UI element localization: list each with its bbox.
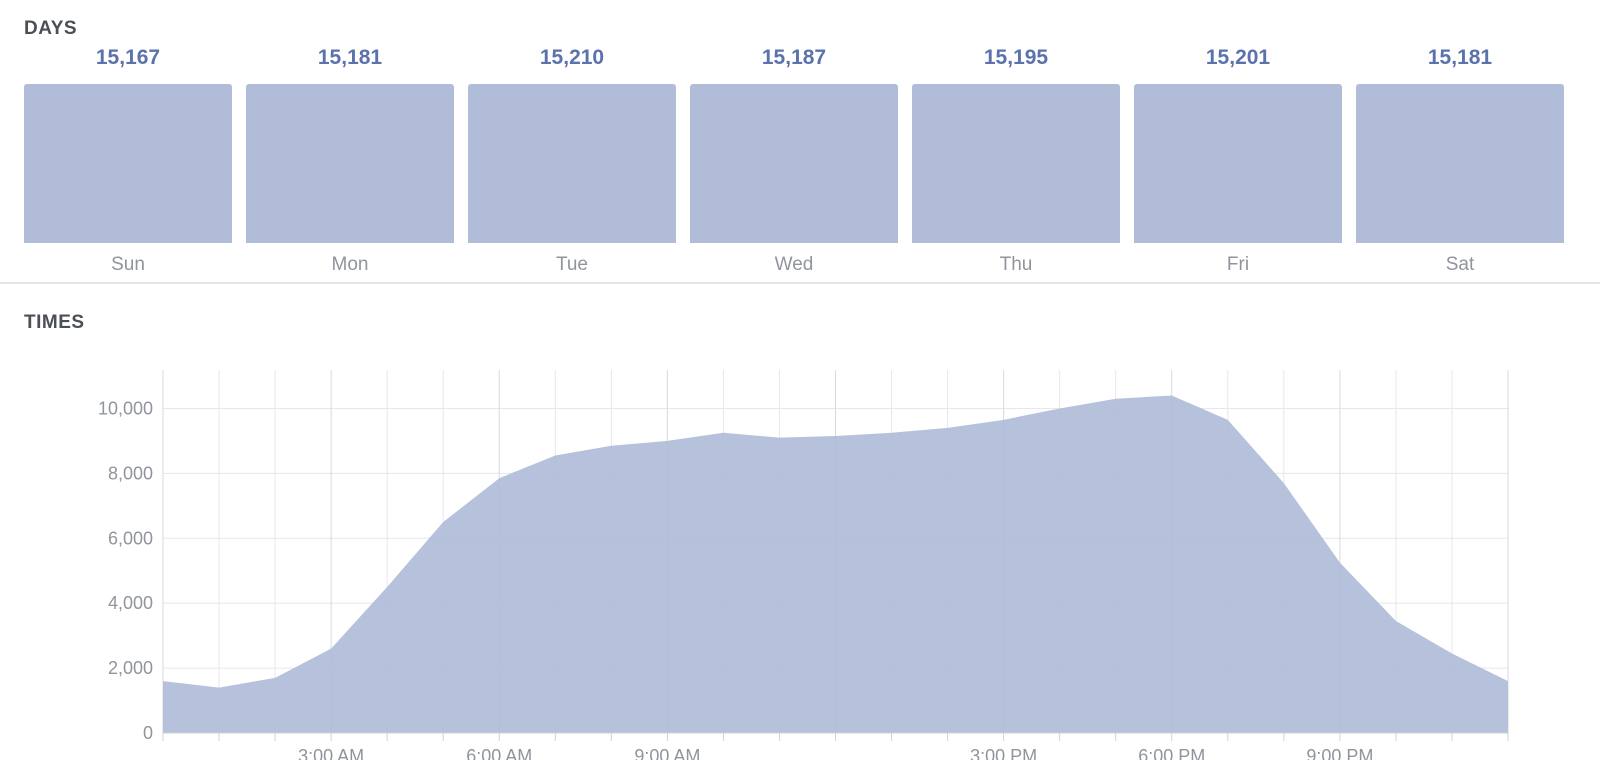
day-column-sat[interactable]: 15,181 Sat [1356, 42, 1564, 282]
times-data-point [1450, 651, 1454, 655]
times-data-point [777, 436, 781, 440]
x-tick-label: 9:00 AM [634, 746, 700, 760]
y-tick-label: 10,000 [98, 398, 153, 418]
day-label: Sat [1445, 254, 1475, 275]
times-area-chart: 0 2,000 4,000 6,000 8,000 10,000 3:00 AM 6:00 A… [98, 370, 1510, 760]
times-data-point [609, 444, 613, 448]
times-data-point [665, 439, 669, 443]
times-area-series[interactable] [163, 395, 1508, 733]
day-column-sun[interactable]: 15,167 Sun [24, 42, 232, 282]
times-data-point [385, 585, 389, 589]
section-divider [0, 282, 1600, 284]
day-value-label: 15,187 [761, 46, 827, 69]
day-label: Fri [1226, 254, 1250, 275]
y-tick-label: 4,000 [108, 593, 153, 613]
x-tick-label: 6:00 PM [1138, 746, 1205, 760]
day-label: Mon [331, 254, 369, 275]
times-section-title: TIMES [24, 312, 85, 333]
day-bar[interactable] [1134, 84, 1342, 243]
times-data-point [273, 676, 277, 680]
times-data-point [1282, 481, 1286, 485]
day-column-tue[interactable]: 15,210 Tue [468, 42, 676, 282]
x-tick-label: 3:00 PM [970, 746, 1037, 760]
times-data-point [890, 431, 894, 435]
times-data-point [834, 434, 838, 438]
x-tick-label: 3:00 AM [298, 746, 364, 760]
times-data-point [1338, 561, 1342, 565]
x-tick-label: 6:00 AM [466, 746, 532, 760]
x-tick-label: 9:00 PM [1306, 746, 1373, 760]
day-bar[interactable] [468, 84, 676, 243]
day-bar[interactable] [24, 84, 232, 243]
days-bar-chart: 15,167 Sun 15,181 Mon 15,210 Tue 15,187 Wed 15,1… [24, 42, 1588, 282]
times-data-point [1506, 679, 1510, 683]
day-bar[interactable] [246, 84, 454, 243]
day-column-mon[interactable]: 15,181 Mon [246, 42, 454, 282]
times-data-point [217, 686, 221, 690]
day-value-label: 15,167 [95, 46, 161, 69]
times-data-point [1394, 619, 1398, 623]
day-bar[interactable] [912, 84, 1120, 243]
y-tick-label: 0 [143, 723, 153, 743]
day-label: Thu [999, 254, 1033, 275]
times-data-point [1002, 418, 1006, 422]
times-data-point [1226, 418, 1230, 422]
times-data-point [1114, 397, 1118, 401]
day-bar[interactable] [1356, 84, 1564, 243]
y-tick-label: 2,000 [108, 658, 153, 678]
times-data-point [329, 647, 333, 651]
y-tick-label: 8,000 [108, 463, 153, 483]
day-label: Tue [555, 254, 589, 275]
times-data-point [1058, 406, 1062, 410]
day-bar[interactable] [690, 84, 898, 243]
times-data-point [946, 426, 950, 430]
day-label: Sun [111, 254, 145, 275]
day-column-wed[interactable]: 15,187 Wed [690, 42, 898, 282]
y-tick-label: 6,000 [108, 528, 153, 548]
day-label: Wed [774, 254, 814, 275]
times-data-point [721, 431, 725, 435]
times-data-point [441, 520, 445, 524]
day-value-label: 15,210 [539, 46, 605, 69]
day-value-label: 15,195 [983, 46, 1049, 69]
day-value-label: 15,201 [1205, 46, 1271, 69]
day-column-thu[interactable]: 15,195 Thu [912, 42, 1120, 282]
day-column-fri[interactable]: 15,201 Fri [1134, 42, 1342, 282]
times-data-point [553, 454, 557, 458]
day-value-label: 15,181 [317, 46, 383, 69]
days-section-title: DAYS [24, 18, 78, 39]
day-value-label: 15,181 [1427, 46, 1493, 69]
times-data-point [161, 679, 165, 683]
times-data-point [1170, 393, 1174, 397]
times-data-point [497, 476, 501, 480]
